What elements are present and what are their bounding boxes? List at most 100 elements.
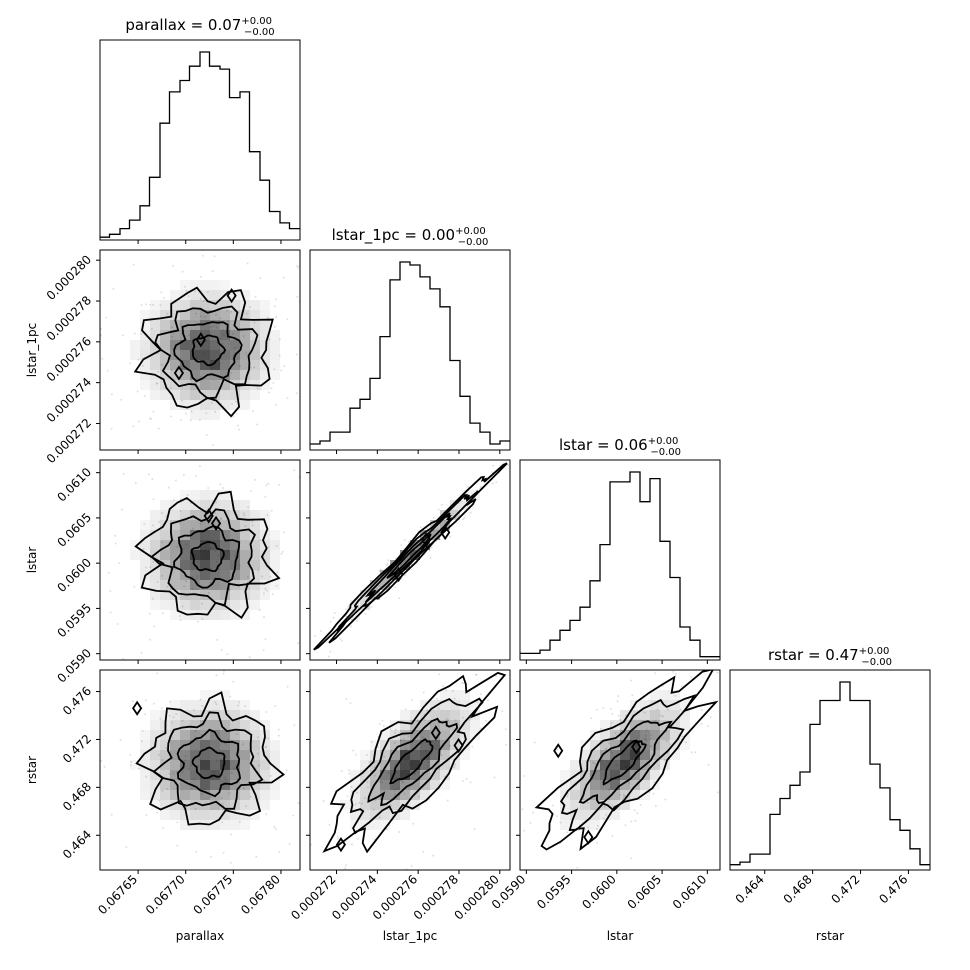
isolated-contour: [335, 837, 347, 853]
sample-point: [140, 740, 143, 743]
density-cell: [240, 520, 250, 530]
density-cell: [200, 530, 210, 540]
density-cell: [460, 710, 470, 720]
sample-point: [410, 699, 413, 702]
density-cell: [140, 750, 150, 760]
sample-point: [180, 418, 183, 421]
density-cell: [600, 750, 610, 760]
density-cell: [210, 390, 220, 400]
title-main: parallax = 0.07: [125, 16, 241, 34]
sample-point: [466, 486, 469, 488]
sample-point: [556, 748, 559, 751]
density-cell: [390, 780, 400, 790]
sample-point: [132, 425, 135, 428]
density-cell: [440, 690, 450, 700]
density-cell: [230, 730, 240, 740]
panel-content: [44, 465, 300, 677]
sample-point: [269, 774, 272, 777]
sample-point: [140, 303, 143, 306]
density-cell: [150, 560, 160, 570]
sample-point: [100, 760, 103, 762]
sample-point: [360, 802, 363, 805]
density-cell: [270, 370, 280, 380]
sample-point: [161, 789, 164, 792]
density-cell: [580, 780, 590, 790]
density-cell: [190, 280, 200, 290]
sample-point: [264, 495, 267, 498]
density-cell: [220, 580, 230, 590]
density-cell: [400, 780, 410, 790]
density-cell: [650, 730, 660, 740]
y-axis-label-lstar_1pc: lstar_1pc: [25, 323, 39, 377]
density-cell: [370, 800, 380, 810]
density-cell: [240, 340, 250, 350]
sample-point: [170, 326, 173, 329]
sample-point: [151, 478, 154, 481]
density-cell: [440, 760, 450, 770]
sample-point: [333, 612, 336, 615]
sample-point: [654, 719, 657, 722]
density-cell: [200, 520, 210, 530]
sample-point: [44, 607, 46, 609]
sample-point: [121, 334, 124, 337]
density-cell: [160, 740, 170, 750]
density-cell: [350, 810, 360, 820]
contour-level-2: [578, 720, 673, 804]
density-cell: [200, 490, 210, 500]
density-cell: [220, 530, 230, 540]
sample-point: [664, 798, 667, 801]
density-cell: [210, 530, 220, 540]
density-cell: [220, 520, 230, 530]
density-cell: [200, 720, 210, 730]
sample-point: [145, 775, 148, 778]
sample-point: [221, 802, 224, 805]
sample-point: [633, 809, 636, 812]
sample-point: [165, 515, 168, 518]
density-cell: [180, 580, 190, 590]
density-cell: [420, 750, 430, 760]
density-cell: [190, 810, 200, 820]
sample-point: [275, 545, 278, 547]
density-cell: [180, 600, 190, 610]
sample-point: [256, 387, 259, 390]
sample-point: [201, 705, 204, 707]
sample-point: [150, 327, 153, 330]
sample-point: [133, 585, 136, 588]
isolated-contour: [393, 566, 404, 583]
density-cell: [200, 360, 210, 370]
density-cell: [170, 800, 180, 810]
sample-point: [286, 397, 289, 400]
density-cell: [150, 760, 160, 770]
density-cell: [450, 690, 460, 700]
density-cell: [150, 720, 160, 730]
density-cell: [250, 710, 260, 720]
density-cell: [620, 800, 630, 810]
sample-point: [275, 584, 278, 587]
sample-point: [148, 675, 150, 677]
sample-point: [230, 371, 233, 374]
sample-point: [680, 685, 683, 688]
density-cell: [450, 750, 460, 760]
density-cell: [230, 500, 240, 510]
density-cell: [200, 690, 210, 700]
histogram-panel-rstar: rstar = 0.47+0.00 −0.00 0.464 0.468 0.472 0.4…: [729, 646, 931, 906]
density-cell: [260, 370, 270, 380]
density-cell: [250, 370, 260, 380]
sample-point: [416, 720, 419, 723]
sample-point: [532, 811, 534, 814]
density-cell: [150, 570, 160, 580]
density-cell: [260, 570, 270, 580]
density-cell: [390, 770, 400, 780]
sample-point: [111, 633, 113, 635]
y-tick-label: 0.0595: [55, 601, 95, 641]
sample-point: [131, 700, 134, 703]
sample-point: [495, 481, 498, 484]
sample-point: [493, 776, 496, 779]
sample-point: [399, 739, 402, 742]
sample-point: [235, 733, 238, 735]
sample-point: [339, 638, 342, 640]
density-cell: [220, 770, 230, 780]
density-cell: [410, 750, 420, 760]
density-cell: [220, 610, 230, 620]
sample-point: [594, 763, 597, 766]
